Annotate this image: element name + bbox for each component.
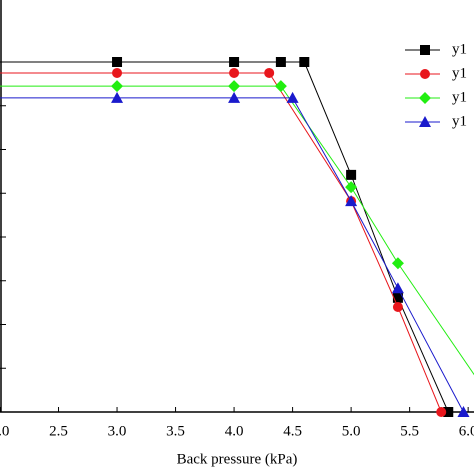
- x-tick-label: 2.0: [0, 423, 9, 439]
- marker: [275, 57, 286, 67]
- marker: [274, 80, 287, 93]
- marker: [392, 302, 403, 312]
- series-line: [0, 72, 442, 413]
- x-tick-label: 6.0: [459, 423, 474, 439]
- x-tick-label: 3.5: [166, 423, 185, 439]
- x-tick-label: 5.5: [400, 423, 419, 439]
- marker: [420, 45, 430, 55]
- marker: [112, 67, 123, 78]
- legend-label: y1: [452, 65, 467, 81]
- marker: [436, 407, 447, 417]
- x-tick-label: 4.0: [225, 423, 244, 439]
- marker: [112, 57, 123, 67]
- x-axis-label: Back pressure (kPa): [177, 451, 298, 467]
- marker: [111, 80, 124, 93]
- x-tick-label: 5.0: [342, 423, 361, 439]
- marker: [457, 406, 470, 417]
- x-tick-label: 2.5: [49, 423, 68, 439]
- marker: [111, 91, 124, 103]
- marker: [229, 57, 240, 67]
- marker: [345, 181, 358, 194]
- marker: [228, 91, 241, 103]
- series-line: [0, 85, 474, 376]
- marker: [391, 257, 404, 270]
- marker: [228, 80, 241, 93]
- marker: [419, 92, 431, 104]
- marker: [229, 67, 240, 78]
- marker: [420, 69, 430, 79]
- marker: [299, 57, 310, 67]
- marker: [346, 169, 357, 180]
- legend-label: y1: [452, 89, 467, 105]
- marker: [264, 67, 275, 78]
- marker: [419, 116, 431, 127]
- x-tick-label: 3.0: [108, 423, 127, 439]
- legend-label: y1: [452, 113, 467, 129]
- series-line: [0, 97, 464, 413]
- marker: [392, 292, 403, 303]
- marker: [286, 91, 299, 103]
- x-tick-label: 4.5: [283, 423, 302, 439]
- marker: [391, 282, 404, 294]
- legend-label: y1: [452, 41, 467, 57]
- marker: [345, 195, 358, 207]
- series-line: [0, 61, 449, 413]
- marker: [443, 407, 454, 417]
